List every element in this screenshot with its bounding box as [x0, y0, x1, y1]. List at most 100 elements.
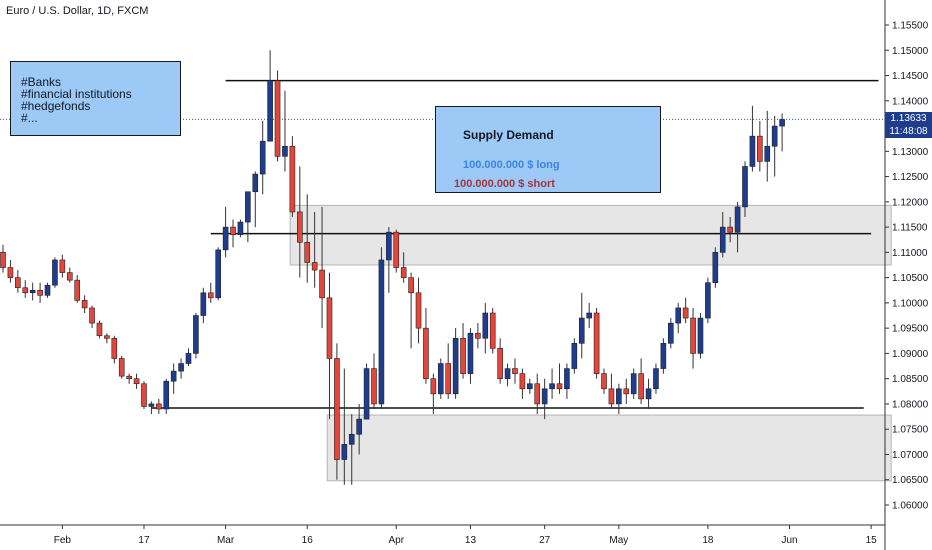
supply-demand-title: Supply Demand: [463, 128, 554, 142]
banks-note-line: #...: [21, 111, 38, 125]
candle-body: [371, 368, 377, 405]
time-tick-label: 15: [866, 535, 878, 546]
price-tick-label: 1.13000: [892, 147, 929, 158]
candle-body: [437, 363, 444, 395]
candle-body: [534, 383, 541, 405]
chart-title: Euro / U.S. Dollar, 1D, FXCM: [6, 5, 149, 17]
banks-note-box: #Banks #financial institutions #hedgefon…: [10, 61, 181, 136]
candle-body: [259, 140, 266, 175]
candle-body: [334, 358, 340, 460]
candle-body: [252, 173, 259, 193]
candle-body: [44, 284, 51, 296]
candle-body: [341, 444, 348, 460]
candle-body: [170, 370, 177, 382]
candle-body: [178, 363, 184, 372]
price-tick-label: 1.10500: [892, 273, 929, 284]
candle-body: [59, 259, 66, 273]
candle-body: [608, 388, 615, 405]
candle-body: [66, 272, 73, 281]
candle-body: [222, 226, 229, 251]
candles-layer: [0, 50, 785, 485]
candle-body: [141, 383, 147, 407]
candle-body: [193, 315, 199, 354]
supply-demand-zone: [289, 204, 892, 266]
time-tick-label: 13: [465, 535, 477, 546]
price-tick-label: 1.09500: [892, 324, 929, 335]
candle-body: [667, 322, 674, 344]
candle-body: [74, 279, 80, 301]
candle-body: [482, 312, 489, 339]
candle-body: [289, 145, 296, 213]
candle-body: [363, 368, 370, 420]
candle-body: [527, 383, 533, 390]
time-tick-label: 18: [702, 535, 714, 546]
candle-body: [386, 231, 392, 261]
candle-body: [541, 388, 548, 405]
time-tick-label: Mar: [217, 535, 235, 546]
candle-body: [0, 252, 6, 268]
price-tick-label: 1.15000: [892, 46, 929, 57]
time-tick-label: Feb: [54, 535, 72, 546]
candle-body: [200, 292, 207, 316]
candle-body: [757, 135, 763, 162]
candle-body: [15, 277, 21, 289]
candle-body: [771, 125, 778, 147]
candle-body: [705, 282, 711, 319]
candle-body: [519, 373, 526, 390]
price-tick-label: 1.11000: [892, 248, 928, 259]
candle-body: [764, 145, 771, 162]
candle-body: [22, 287, 29, 294]
candle-body: [504, 368, 511, 379]
candle-body: [719, 226, 726, 253]
candle-body: [118, 358, 125, 377]
candle-body: [779, 119, 785, 127]
candle-body: [556, 383, 563, 390]
candle-body: [616, 388, 622, 405]
candle-body: [601, 373, 607, 390]
price-tick-label: 1.09000: [892, 349, 929, 360]
candle-body: [712, 252, 719, 283]
candle-body: [29, 289, 36, 294]
candle-body: [564, 368, 570, 390]
candle-body: [356, 418, 362, 435]
candle-body: [400, 267, 407, 278]
candle-body: [237, 221, 244, 235]
time-tick-label: 17: [138, 535, 150, 546]
candle-body: [207, 292, 214, 299]
candle-body: [645, 388, 652, 400]
price-tick-label: 1.06000: [892, 501, 929, 512]
candle-body: [445, 363, 452, 395]
candle-body: [230, 226, 236, 235]
candle-body: [682, 307, 689, 319]
price-tick-label: 1.07000: [892, 450, 929, 461]
candle-body: [37, 289, 43, 296]
candle-body: [549, 383, 555, 390]
time-tick-label: May: [609, 535, 628, 546]
candle-body: [81, 300, 88, 309]
price-tick-label: 1.11500: [892, 223, 928, 234]
candle-body: [593, 312, 600, 374]
price-tick-label: 1.07500: [892, 425, 929, 436]
candle-body: [749, 135, 756, 167]
price-tick-label: 1.15500: [892, 21, 929, 32]
candle-body: [638, 373, 644, 400]
price-tick-label: 1.14000: [892, 96, 929, 107]
candle-body: [415, 292, 422, 329]
candle-body: [393, 231, 400, 268]
candle-body: [660, 343, 667, 369]
banks-note-line: #financial institutions: [21, 87, 132, 101]
price-tick-label: 1.08000: [892, 399, 929, 410]
long-position-label: 100.000.000 $ long: [463, 159, 560, 171]
candle-body: [489, 312, 496, 349]
candle-body: [111, 337, 118, 359]
candle-body: [267, 80, 273, 142]
candle-body: [133, 378, 140, 385]
candle-body: [727, 226, 733, 233]
candle-body: [274, 80, 281, 157]
candle-body: [408, 277, 414, 294]
candle-body: [311, 262, 318, 271]
current-price-label: 1.13633: [885, 112, 932, 126]
candle-body: [475, 332, 481, 339]
candle-body: [734, 206, 741, 233]
